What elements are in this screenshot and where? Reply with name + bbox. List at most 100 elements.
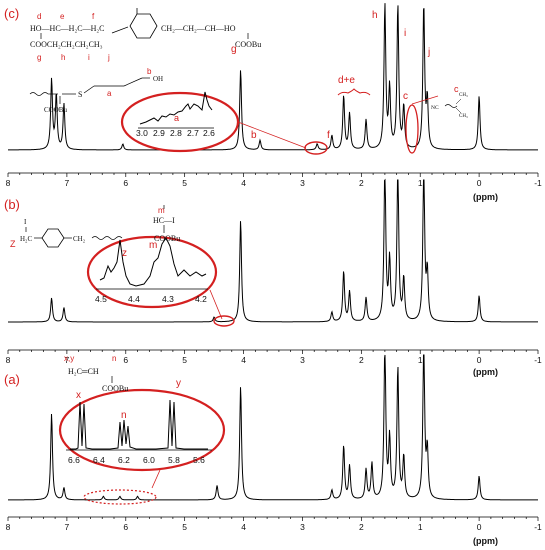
struct-a-label-xy: x,y — [64, 354, 74, 363]
struct-b-label-m: m — [158, 206, 165, 215]
brace-de — [337, 88, 371, 96]
inset-peak-label-y: y — [176, 378, 181, 389]
structure-a: x,y n H₂C═CH COOBu — [64, 354, 128, 393]
struct-b-benzene — [41, 228, 65, 248]
x-tick-label: 1 — [418, 522, 423, 532]
x-tick-label: 1 — [418, 178, 423, 188]
x-tick-label: 7 — [65, 178, 70, 188]
inset-peak-label-m: m — [149, 240, 157, 251]
struct-c-label-c: c — [454, 84, 459, 94]
inset-tick-c-4: 2.6 — [203, 128, 215, 138]
highlight-ellipse-b — [213, 315, 235, 327]
inset-tick-a-4: 5.8 — [168, 455, 180, 465]
x-tick-label: 2 — [359, 178, 364, 188]
struct-c-chain-wavy — [29, 92, 49, 96]
struct-c-thiol-s: S — [78, 90, 82, 99]
struct-c-line1-right: CH₂—CH₂—CH—HO — [161, 24, 236, 33]
struct-b-h2c: H₂C — [20, 235, 32, 243]
inset-connector-a — [151, 469, 161, 489]
struct-a-h2c-ch: H₂C═CH — [68, 367, 99, 376]
inset-peak-label-n: n — [121, 410, 127, 421]
struct-c-label-i: i — [88, 53, 90, 62]
struct-c-thiol-coobu: COOBu — [44, 106, 67, 114]
struct-c-bond-3 — [111, 26, 129, 34]
struct-b-z: Z — [10, 239, 16, 249]
inset-a: 6.6 6.4 6.2 6.0 5.8 5.6 x n y — [58, 378, 226, 505]
axis-unit-label-b: (ppm) — [473, 367, 498, 377]
x-tick-label: 5 — [182, 178, 187, 188]
inset-ellipse-c — [120, 91, 240, 153]
axis-unit-label-c: (ppm) — [473, 192, 498, 202]
inset-tick-a-5: 5.6 — [193, 455, 205, 465]
x-tick-label: 6 — [123, 178, 128, 188]
struct-b-i: I — [24, 218, 27, 226]
x-tick-label: 0 — [477, 355, 482, 365]
panel-label-b: (b) — [4, 197, 20, 212]
x-tick-label: 5 — [182, 355, 187, 365]
struct-b-wavy — [91, 236, 123, 240]
x-tick-label: 8 — [6, 355, 11, 365]
peak-label-f-c: f — [327, 130, 330, 141]
struct-b-ch2: CH₂ — [73, 235, 86, 243]
c-pointer — [411, 95, 439, 105]
struct-c-end-ch3-2: CH₃ — [459, 114, 468, 119]
struct-c-end-ch3-1: CH₃ — [459, 93, 468, 98]
inset-peak-label-x: x — [76, 390, 81, 401]
struct-c-label-j: j — [107, 53, 110, 62]
struct-c-label-b: b — [147, 67, 152, 76]
spectrum-trace-a — [8, 354, 538, 501]
axis-c: 8 7 6 5 4 3 2 1 0 -1 — [6, 172, 542, 188]
inset-c: 3.0 2.9 2.8 2.7 2.6 a — [120, 91, 307, 153]
panel-label-c: (c) — [4, 6, 19, 21]
inset-tick-a-2: 6.2 — [118, 455, 130, 465]
inset-tick-c-1: 2.9 — [153, 128, 165, 138]
struct-c-end-wavy — [444, 104, 458, 108]
axis-a: 8 7 6 5 4 3 2 1 0 -1 — [6, 516, 542, 532]
axis-b: 8 7 6 5 4 3 2 1 0 -1 — [6, 349, 542, 365]
spectrum-trace-b — [8, 178, 538, 323]
struct-c-label-a: a — [107, 89, 112, 98]
panel-label-a: (a) — [4, 372, 20, 387]
inset-b: 4.5 4.4 4.3 4.2 z m — [86, 235, 235, 327]
inset-tick-b-2: 4.3 — [162, 294, 174, 304]
peak-label-g-c: g — [231, 44, 237, 55]
peak-label-h-c: h — [372, 10, 378, 21]
struct-c-s-bond — [83, 85, 95, 94]
inset-tick-b-3: 4.2 — [195, 294, 207, 304]
struct-b-hc-i: HC—I — [153, 216, 175, 225]
struct-c-label-g: g — [37, 53, 41, 62]
highlight-ellipse-c — [405, 104, 419, 154]
struct-c-label-f: f — [92, 12, 95, 21]
x-tick-label: 6 — [123, 355, 128, 365]
struct-a-coobu: COOBu — [102, 384, 128, 393]
inset-connector-c — [237, 121, 307, 149]
x-tick-label: -1 — [534, 522, 542, 532]
axis-unit-label-a: (ppm) — [473, 536, 498, 546]
struct-c-label-d: d — [37, 12, 41, 21]
x-tick-label: 4 — [241, 522, 246, 532]
x-tick-label: 5 — [182, 522, 187, 532]
peak-label-i-c: i — [404, 28, 406, 39]
peak-label-de-c: d+e — [338, 75, 355, 86]
inset-tick-b-1: 4.4 — [128, 294, 140, 304]
struct-c-end-bond-1 — [455, 98, 462, 105]
inset-trace-a — [70, 399, 208, 450]
inset-trace-b — [99, 237, 207, 287]
inset-tick-a-0: 6.6 — [68, 455, 80, 465]
struct-b-coobu: COOBu — [154, 234, 180, 243]
peak-label-c-c: c — [403, 91, 408, 102]
x-tick-label: 2 — [359, 355, 364, 365]
inset-peak-label-z: z — [122, 248, 127, 259]
struct-c-s-bond-3 — [123, 77, 143, 87]
inset-tick-c-3: 2.7 — [187, 128, 199, 138]
structure-c: d e f HO—HC—H₂C—H₂C CH₂—CH₂—CH—HO COOCH₂… — [29, 8, 468, 119]
inset-tick-b-0: 4.5 — [95, 294, 107, 304]
peak-label-b-c: b — [251, 130, 257, 141]
highlight-ellipse-a — [83, 489, 157, 505]
struct-c-label-h: h — [61, 53, 65, 62]
x-tick-label: 8 — [6, 178, 11, 188]
x-tick-label: 3 — [300, 178, 305, 188]
x-tick-label: 0 — [477, 522, 482, 532]
x-tick-label: 4 — [241, 178, 246, 188]
